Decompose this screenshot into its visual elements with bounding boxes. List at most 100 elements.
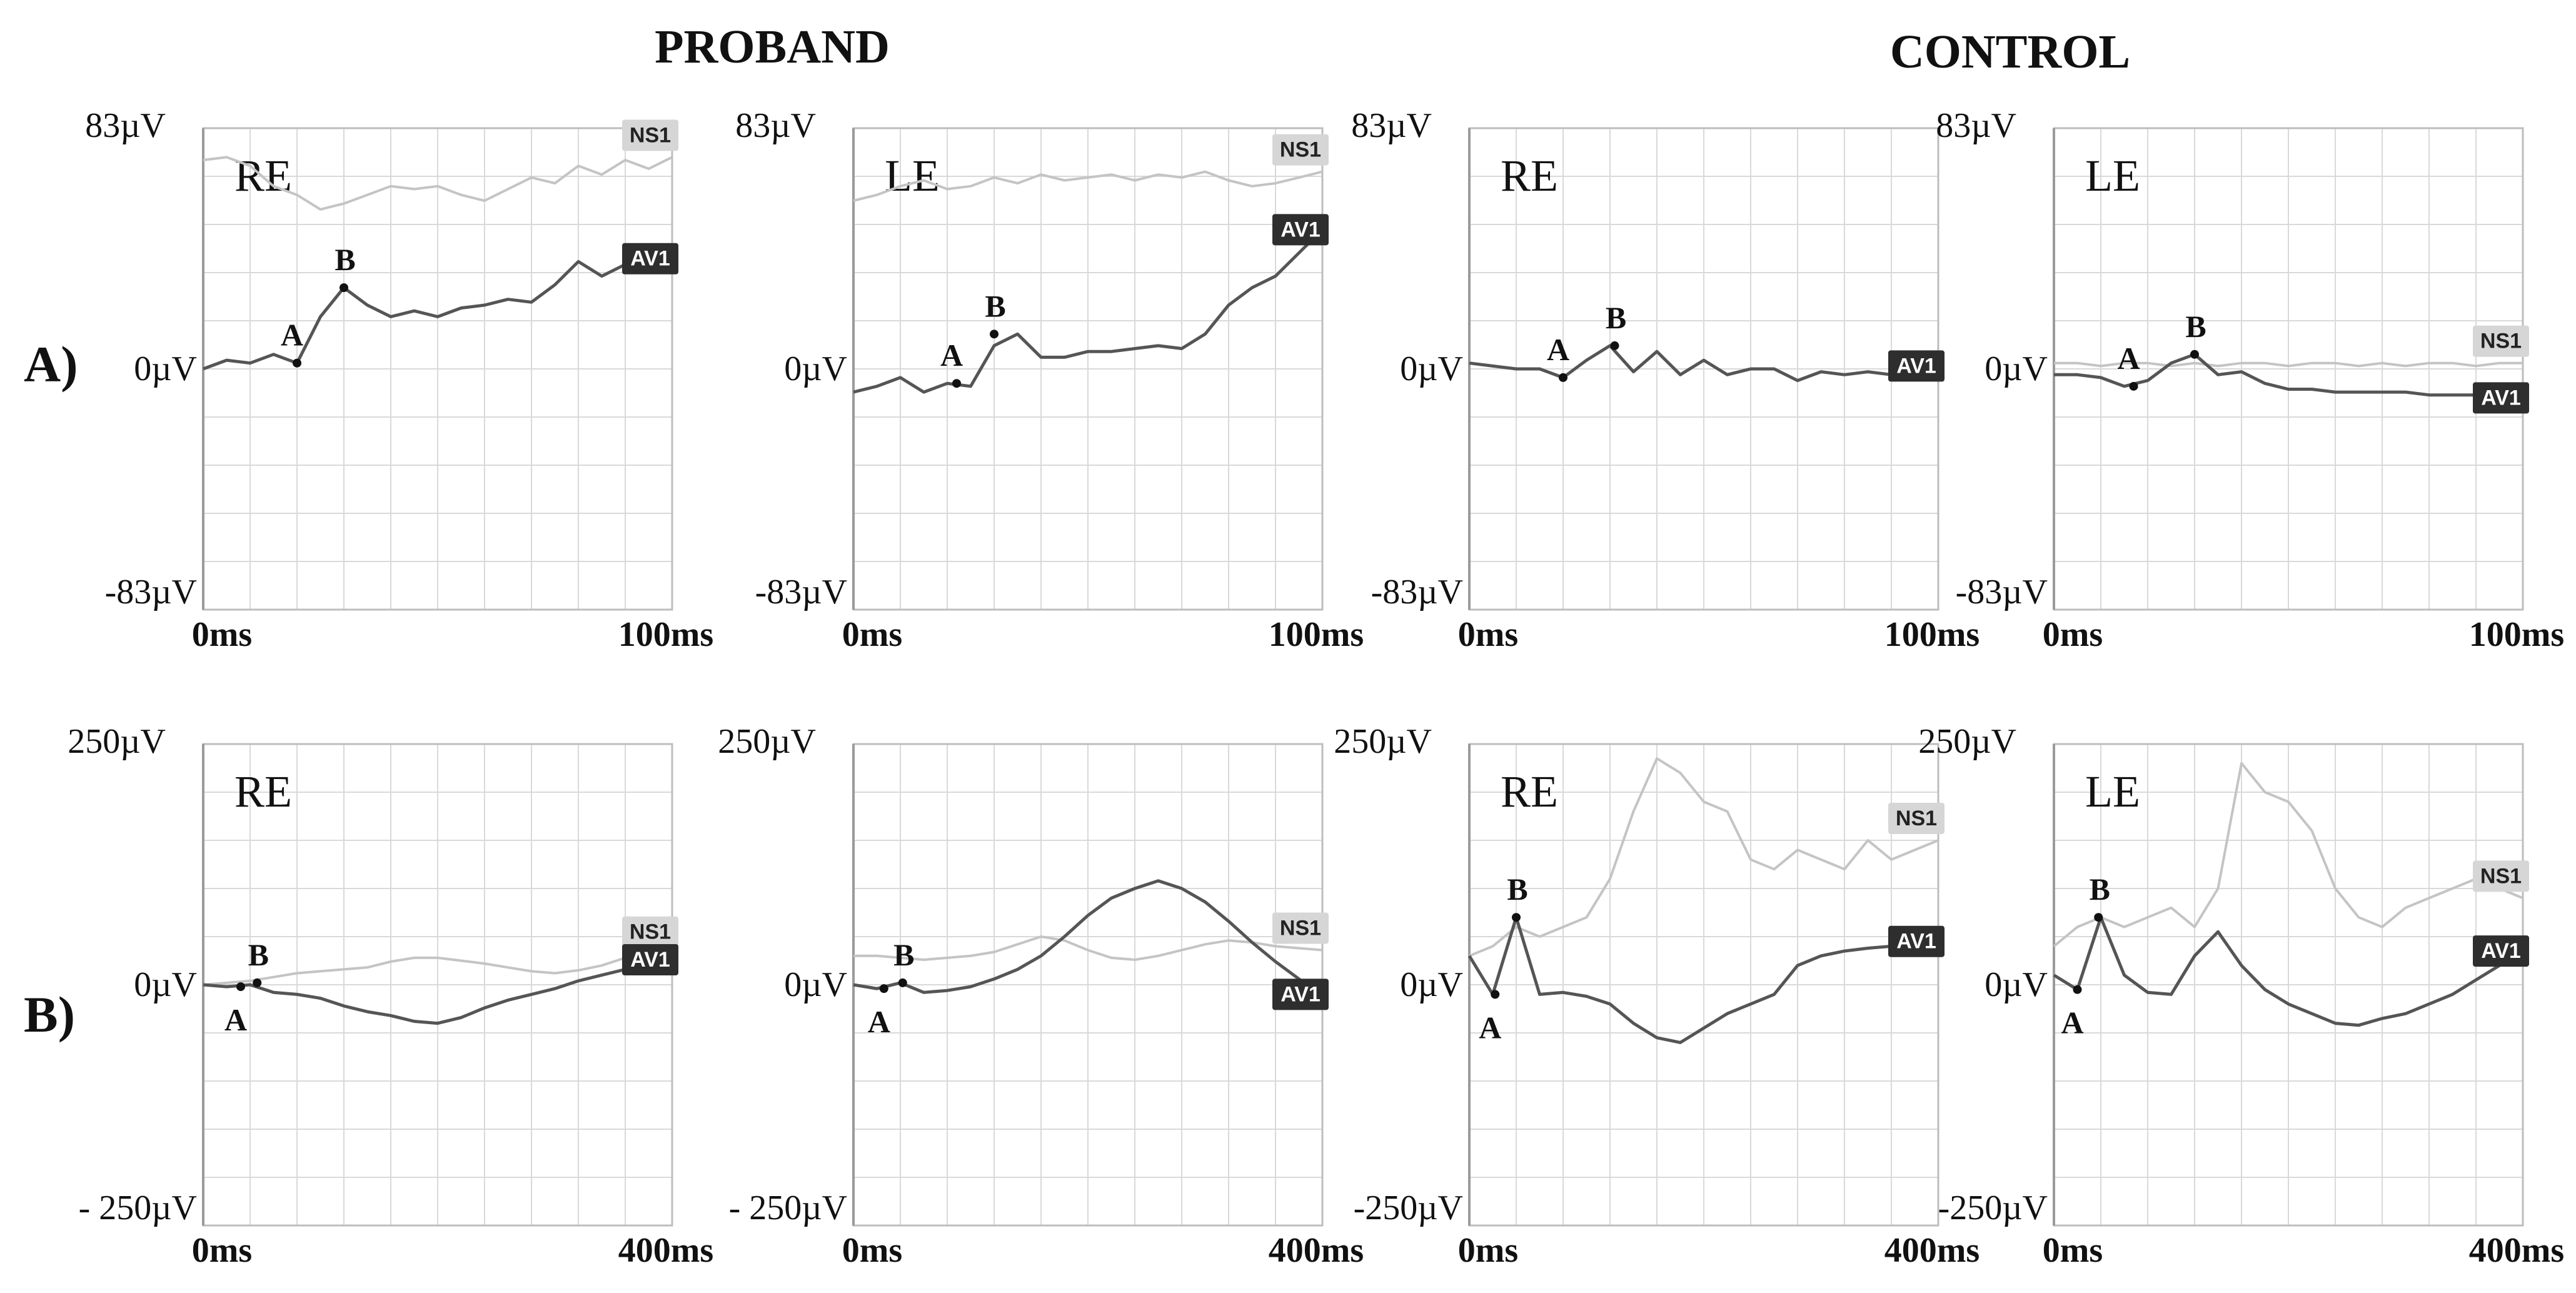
eye-label: RE — [1501, 151, 1558, 201]
series-line-av1 — [2053, 915, 2524, 1027]
y-label-top: 83µV — [1936, 106, 2016, 145]
eye-label: RE — [1501, 767, 1558, 817]
chart-panel-control-a-re: 83µV 0µV -83µV 0ms 100ms RE AV1 A B — [1351, 106, 1980, 654]
marker-point-a — [952, 379, 961, 388]
series-tag-box — [2473, 860, 2529, 892]
x-label-start: 0ms — [842, 1231, 902, 1270]
marker-label-a: A — [868, 1004, 890, 1039]
y-label-zero: 0µV — [1985, 965, 2048, 1004]
marker-label-b: B — [1606, 300, 1626, 335]
group-label-control: CONTROL — [1890, 26, 2130, 78]
marker-point-a — [293, 358, 301, 368]
series-line-av1 — [853, 228, 1324, 394]
marker-point-b — [2094, 913, 2103, 922]
marker-point-b — [253, 978, 262, 987]
row-label-b: B) — [24, 986, 75, 1043]
y-label-bottom: -250µV — [1354, 1189, 1463, 1227]
x-label-end: 400ms — [1269, 1231, 1364, 1270]
marker-point-a — [1491, 990, 1500, 999]
marker-label-a: A — [281, 318, 303, 353]
series-tag-text: AV1 — [630, 948, 670, 972]
series-tag-av1: AV1 — [1272, 214, 1329, 246]
group-label-proband: PROBAND — [655, 21, 890, 73]
y-label-top: 250µV — [718, 722, 816, 761]
row-label-a: A) — [24, 336, 78, 393]
eye-label: RE — [234, 767, 292, 817]
eye-label: LE — [885, 151, 940, 201]
series-tag-av1: AV1 — [2473, 935, 2529, 967]
series-tag-text: AV1 — [1896, 354, 1936, 378]
series-tag-av1: AV1 — [2473, 382, 2529, 414]
x-label-end: 100ms — [1269, 615, 1364, 654]
series-line-ns1 — [203, 156, 673, 211]
marker-point-b — [990, 330, 999, 339]
x-label-end: 100ms — [2469, 615, 2564, 654]
marker-point-b — [1512, 913, 1521, 922]
series-line-ns1 — [853, 170, 1323, 202]
eye-label: LE — [2085, 767, 2140, 817]
series-tag-box — [2473, 325, 2529, 357]
grid — [203, 744, 672, 1225]
chart-panel-proband-b-le: 250µV 0µV - 250µV 0ms 400ms NS1 AV1 AB — [718, 722, 1364, 1270]
series-tag-av1: AV1 — [622, 243, 678, 274]
series-line-ns1 — [853, 935, 1323, 961]
x-label-end: 400ms — [618, 1231, 713, 1270]
chart-panel-proband-a-le: 83µV 0µV -83µV 0ms 100ms LE NS1 AV1 AB — [735, 106, 1364, 654]
series-tag-text: NS1 — [1280, 138, 1321, 162]
marker-point-b — [898, 978, 907, 987]
series-tag-box — [622, 119, 678, 151]
series-tag-box — [1888, 925, 1945, 957]
series-tag-text: NS1 — [1896, 807, 1937, 830]
x-label-start: 0ms — [2043, 1231, 2103, 1270]
series-tag-box — [1272, 979, 1329, 1010]
marker-label-a: A — [2061, 1005, 2083, 1040]
marker-point-b — [1610, 341, 1619, 350]
series-line-ns1 — [1469, 757, 1939, 957]
marker-point-b — [340, 283, 348, 293]
series-tag-text: NS1 — [2480, 330, 2522, 353]
series-tag-box — [2473, 935, 2529, 967]
marker-label-b: B — [2185, 309, 2206, 344]
marker-point-a — [1559, 373, 1567, 382]
marker-label-b: B — [248, 937, 269, 972]
eye-label: LE — [2085, 151, 2140, 201]
marker-point-b — [2190, 350, 2199, 359]
marker-point-a — [2073, 985, 2082, 994]
series-tag-text: NS1 — [630, 920, 671, 944]
y-label-bottom: -83µV — [1956, 573, 2048, 611]
series-tag-box — [622, 916, 678, 948]
y-label-zero: 0µV — [134, 965, 197, 1004]
y-label-top: 250µV — [1334, 722, 1432, 761]
y-label-bottom: -83µV — [1371, 573, 1463, 611]
series-tag-text: AV1 — [1280, 982, 1321, 1006]
y-label-top: 250µV — [68, 722, 166, 761]
chart-panel-proband-b-re: 250µV 0µV - 250µV 0ms 400ms RE NS1 AV1 AB — [68, 722, 713, 1270]
series-tag-box — [1888, 350, 1945, 382]
series-line-av1 — [203, 958, 673, 1025]
series-line-av1 — [1467, 915, 1939, 1044]
y-label-bottom: - 250µV — [79, 1189, 197, 1227]
series-tag-av1: AV1 — [1888, 350, 1945, 382]
marker-label-b: B — [985, 288, 1005, 323]
series-tag-text: NS1 — [2480, 864, 2522, 888]
series-tag-box — [1888, 803, 1945, 834]
series-tag-text: NS1 — [1280, 917, 1321, 940]
series-line-ns1 — [203, 952, 673, 986]
y-label-bottom: -83µV — [105, 573, 197, 611]
y-label-zero: 0µV — [1400, 350, 1463, 388]
y-label-top: 83µV — [85, 106, 166, 145]
series-tag-ns1: NS1 — [2473, 860, 2529, 892]
chart-panel-control-b-re: 250µV 0µV -250µV 0ms 400ms RE NS1 AV1 A B — [1334, 722, 1980, 1270]
series-tag-box — [2473, 382, 2529, 414]
grid — [1469, 744, 1938, 1225]
grid — [203, 128, 672, 610]
series-tag-ns1: NS1 — [1888, 803, 1945, 834]
series-tag-text: AV1 — [630, 247, 670, 271]
x-label-end: 100ms — [618, 615, 713, 654]
series-tag-ns1: NS1 — [1272, 912, 1329, 944]
chart-panel-control-b-le: 250µV 0µV -250µV 0ms 400ms LE NS1 AV1 A B — [1918, 722, 2564, 1270]
marker-label-a: A — [1479, 1010, 1501, 1045]
series-tag-box — [1272, 912, 1329, 944]
y-label-zero: 0µV — [1985, 350, 2048, 388]
marker-label-b: B — [335, 242, 355, 277]
